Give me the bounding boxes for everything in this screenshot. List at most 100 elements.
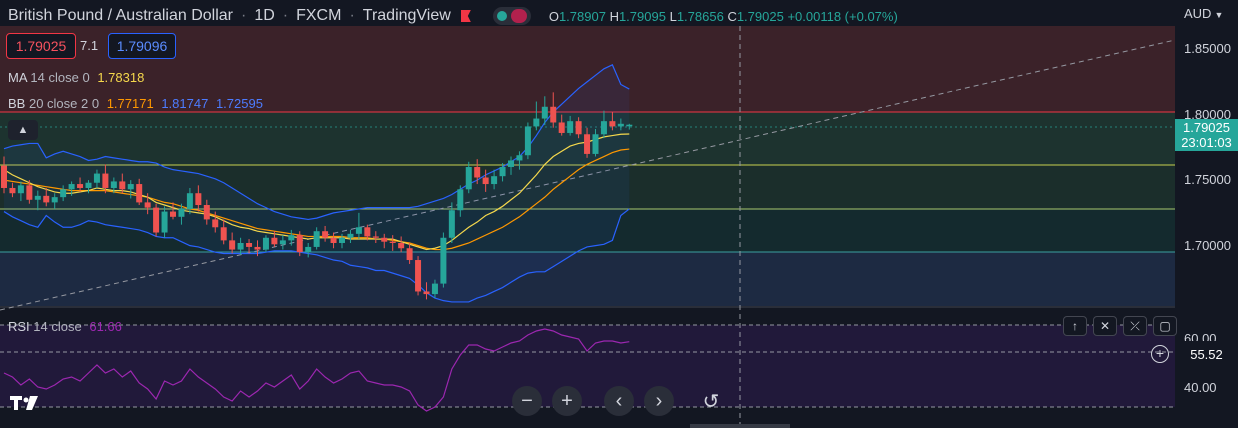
ma-params: 14 close 0 — [30, 70, 90, 85]
high-value: 1.79095 — [618, 8, 666, 24]
candle-body — [431, 283, 438, 295]
last-price-value: 1.79025 — [1183, 120, 1230, 135]
spread-value: 7.1 — [80, 38, 99, 53]
open-label: O — [548, 8, 559, 24]
candle-body — [533, 118, 540, 127]
candle-body — [541, 106, 548, 119]
bb-name: BB — [8, 96, 26, 111]
collapse-pane-button[interactable]: ⤫ — [1123, 316, 1147, 336]
candle-body — [339, 237, 345, 243]
ma-name: MA — [8, 70, 27, 85]
alert-icon — [510, 9, 527, 23]
price-axis[interactable] — [1175, 0, 1238, 428]
reset-chart-button[interactable]: ↺ — [696, 386, 726, 416]
add-plus-icon[interactable]: + — [1151, 345, 1169, 363]
header-separator: · — [282, 7, 289, 24]
chart-header: British Pound / Australian Dollar · 1D ·… — [8, 4, 898, 28]
candle-body — [626, 124, 633, 127]
candle-body — [313, 231, 320, 247]
candle-body — [237, 243, 244, 250]
buy-button[interactable]: 1.79096 — [108, 33, 176, 59]
candle-body — [389, 241, 396, 243]
minus-icon: − — [521, 389, 533, 412]
candle-body — [34, 195, 41, 200]
candle-body — [355, 227, 362, 234]
candle-body — [364, 227, 371, 237]
rsi-value: 61.66 — [89, 319, 122, 334]
bb-basis-value: 1.77171 — [106, 96, 154, 111]
candle-body — [482, 177, 489, 185]
candle-body — [305, 246, 312, 253]
candle-body — [584, 134, 591, 154]
candle-body — [68, 184, 75, 190]
rsi-tick: 40.00 — [1184, 380, 1217, 395]
move-pane-up-button[interactable]: ↑ — [1063, 316, 1087, 336]
flag-icon[interactable] — [460, 10, 471, 22]
last-price-tag: 1.79025 23:01:03 — [1175, 119, 1238, 151]
candle-body — [51, 197, 58, 203]
arrow-up-icon: ↑ — [1072, 319, 1078, 333]
sell-button[interactable]: 1.79025 — [6, 33, 76, 59]
rsi-line — [3, 328, 630, 412]
rsi-legend[interactable]: RSI 14 close 61.66 — [8, 319, 122, 334]
candle-body — [9, 187, 16, 194]
zoom-out-button[interactable]: − — [512, 386, 542, 416]
ma-value: 1.78318 — [97, 70, 145, 85]
open-value: 1.78907 — [558, 8, 606, 24]
candle-body — [600, 121, 607, 135]
bb-legend[interactable]: BB 20 close 2 0 1.77171 1.81747 1.72595 — [8, 96, 263, 111]
interval-label[interactable]: 1D — [254, 7, 275, 24]
rsi-band — [0, 325, 1175, 407]
collapse-legend-button[interactable]: ▲ — [8, 120, 38, 140]
candle-body — [550, 106, 557, 123]
bb-upper-value: 1.81747 — [161, 96, 209, 111]
candle-body — [347, 233, 354, 238]
candle-body — [144, 202, 151, 208]
candle-body — [609, 121, 616, 127]
chart-navigation: − + ‹ › ↺ — [512, 386, 726, 416]
candle-body — [516, 155, 523, 161]
candle-body — [212, 219, 219, 228]
bb-lower-value: 1.72595 — [215, 96, 263, 111]
candle-body — [372, 236, 379, 238]
close-value: 1.79025 — [736, 8, 784, 24]
maximize-pane-button[interactable]: ▢ — [1153, 316, 1177, 336]
zone-teal — [0, 209, 1175, 252]
bb-lower-line — [3, 208, 630, 303]
candle-body — [567, 121, 574, 133]
scroll-left-button[interactable]: ‹ — [604, 386, 634, 416]
plus-icon: + — [561, 389, 573, 412]
rsi-crosshair-tag: 55.52 — [1175, 345, 1238, 363]
change-value: +0.00118 (+0.07%) — [787, 8, 898, 24]
candle-body — [17, 185, 24, 194]
tradingview-logo[interactable] — [10, 392, 40, 418]
bb-fill — [4, 64, 630, 302]
candle-body — [119, 181, 126, 190]
exchange-label: FXCM — [296, 7, 342, 24]
candle-body — [60, 189, 67, 198]
candle-body — [153, 207, 160, 233]
close-icon: ✕ — [1099, 319, 1111, 333]
scroll-right-button[interactable]: › — [644, 386, 674, 416]
candle-body — [246, 243, 253, 247]
trend-line[interactable] — [0, 39, 1176, 311]
candle-body — [43, 195, 50, 203]
candle-body — [1, 165, 7, 188]
candle-body — [203, 205, 210, 220]
candle-body — [423, 291, 430, 295]
zoom-in-button[interactable]: + — [552, 386, 582, 416]
ma-legend[interactable]: MA 14 close 0 1.78318 — [8, 70, 144, 85]
candle-body — [457, 189, 464, 211]
market-status-pill[interactable] — [492, 7, 531, 25]
candle-body — [381, 237, 388, 242]
close-label: C — [727, 8, 737, 24]
candle-body — [322, 231, 329, 238]
close-pane-button[interactable]: ✕ — [1093, 316, 1117, 336]
candle-body — [102, 173, 109, 188]
maximize-icon: ▢ — [1159, 319, 1171, 333]
ohlc-readout: O1.78907 H1.79095 L1.78656 C1.79025 +0.0… — [549, 9, 898, 24]
symbol-title[interactable]: British Pound / Australian Dollar — [8, 7, 233, 24]
time-scrollbar[interactable] — [690, 424, 790, 428]
currency-selector[interactable]: AUD ▼ — [1184, 6, 1224, 21]
